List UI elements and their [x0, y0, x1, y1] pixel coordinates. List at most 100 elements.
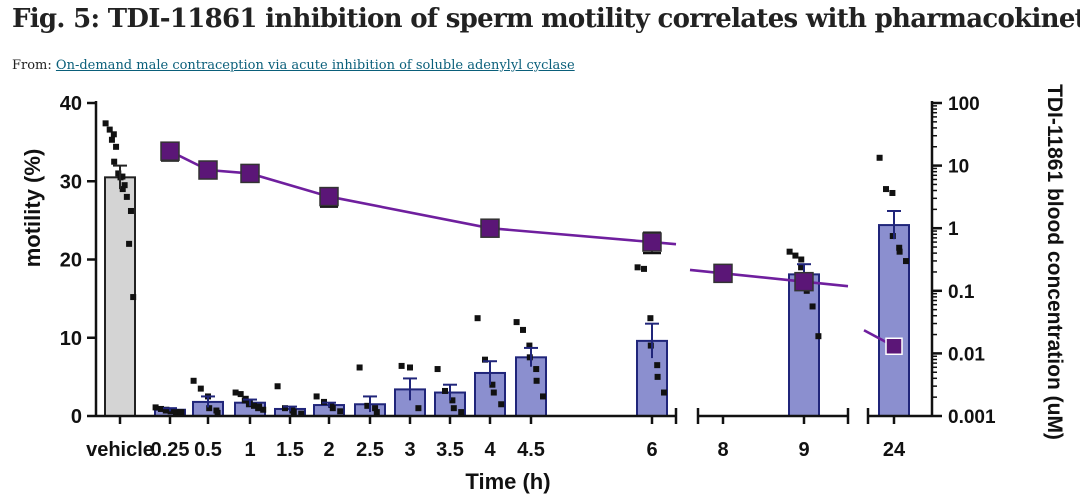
data-point-24	[896, 248, 903, 255]
data-point-6	[661, 389, 667, 396]
data-point-3.5	[450, 405, 457, 412]
concentration-point-24	[885, 337, 903, 356]
x-tick-label: vehicle	[86, 439, 154, 461]
y2-tick-label: 0.1	[948, 282, 975, 303]
x-tick-label: 3	[404, 439, 415, 461]
data-point-6	[654, 373, 661, 380]
data-point-1	[237, 391, 244, 398]
data-point-vehicle	[123, 193, 130, 200]
data-point-0.25	[173, 409, 179, 416]
data-point-vehicle	[111, 158, 118, 165]
data-point-24	[896, 244, 903, 251]
data-point-2.5	[373, 409, 380, 416]
data-point-3.5	[458, 409, 465, 416]
data-point-6	[647, 315, 654, 322]
data-point-4	[489, 381, 496, 388]
data-point-1	[232, 389, 239, 396]
data-point-vehicle	[108, 136, 115, 143]
data-point-0.5	[214, 409, 221, 416]
data-point-24	[883, 186, 889, 193]
x-tick-label: 24	[883, 439, 906, 461]
data-point-1.5	[282, 405, 288, 412]
data-point-4.5	[533, 366, 540, 373]
y2-axis-label: TDI-11861 blood concentration (uM)	[1043, 84, 1066, 440]
data-point-4	[474, 315, 481, 322]
concentration-point-9	[794, 271, 814, 292]
data-point-3	[407, 364, 413, 371]
data-point-2.5	[372, 405, 379, 412]
data-point-vehicle	[113, 143, 120, 150]
concentration-line-segment	[689, 268, 849, 288]
figure-title: Fig. 5: TDI-11861 inhibition of sperm mo…	[12, 4, 1080, 34]
data-point-4	[498, 401, 505, 408]
data-point-vehicle	[127, 207, 134, 214]
data-point-2	[328, 402, 335, 409]
source-prefix: From:	[12, 58, 52, 73]
y-tick-label: 10	[60, 328, 82, 350]
y2-tick-label: 100	[948, 94, 980, 115]
data-point-6	[647, 342, 654, 349]
data-point-4	[482, 356, 488, 363]
data-point-vehicle	[115, 170, 122, 177]
concentration-point-0.25	[160, 141, 180, 161]
data-point-24	[876, 154, 883, 161]
x-tick-label: 4	[484, 439, 496, 461]
data-point-4.5	[520, 326, 526, 333]
source-article-link[interactable]: On-demand male contraception via acute i…	[55, 58, 575, 73]
y2-tick-label: 0.01	[948, 344, 985, 365]
concentration-point-2	[319, 186, 339, 207]
data-point-3	[398, 362, 405, 369]
concentration-point-6	[642, 232, 662, 252]
data-point-0.25	[177, 409, 184, 416]
x-tick-label: 8	[717, 439, 728, 461]
x-tick-label: 4.5	[517, 439, 545, 461]
figure-source: From: On-demand male contraception via a…	[12, 58, 575, 73]
y2-tick-label: 0.001	[948, 407, 996, 428]
data-point-2	[313, 393, 320, 400]
data-point-9	[809, 303, 816, 310]
y-tick-label: 0	[71, 406, 82, 428]
data-point-2	[337, 408, 344, 415]
data-point-9	[786, 248, 793, 255]
data-point-3	[415, 405, 422, 412]
data-point-vehicle	[121, 182, 128, 189]
y-tick-label: 40	[60, 93, 82, 115]
data-point-2.5	[356, 364, 363, 371]
data-point-2.5	[364, 402, 371, 409]
data-point-4.5	[526, 354, 533, 361]
data-point-9	[798, 256, 805, 263]
concentration-point-1	[240, 163, 260, 184]
data-point-3.5	[449, 397, 456, 404]
data-point-0.25	[158, 405, 164, 412]
data-point-0.25	[152, 404, 159, 411]
x-tick-label: 0.25	[151, 439, 190, 461]
data-point-0.5	[206, 405, 213, 412]
x-tick-label: 0.5	[194, 439, 222, 461]
data-point-1	[260, 406, 267, 413]
concentration-point-4	[480, 218, 500, 238]
data-point-vehicle	[110, 131, 117, 138]
x-axis-label: Time (h)	[465, 469, 550, 494]
data-point-1.5	[298, 410, 305, 417]
motility-bars	[104, 176, 910, 418]
data-point-9	[798, 264, 805, 271]
data-point-0.25	[162, 407, 169, 414]
data-point-vehicle	[106, 126, 113, 133]
bar-24	[878, 224, 910, 417]
x-tick-label: 1.5	[276, 439, 304, 461]
data-point-24	[889, 233, 896, 240]
data-point-9	[815, 333, 822, 340]
data-point-0.5	[190, 377, 197, 384]
concentration-point-8	[713, 263, 733, 284]
data-point-24	[903, 258, 909, 265]
x-tick-label: 9	[798, 439, 809, 461]
data-point-4.5	[526, 342, 533, 349]
y-tick-label: 30	[60, 171, 82, 193]
x-tick-label: 6	[646, 439, 657, 461]
y2-tick-label: 1	[948, 219, 959, 240]
data-point-vehicle	[102, 120, 109, 127]
data-point-4.5	[540, 393, 546, 400]
data-point-4	[490, 389, 497, 396]
data-point-4.5	[533, 377, 540, 384]
